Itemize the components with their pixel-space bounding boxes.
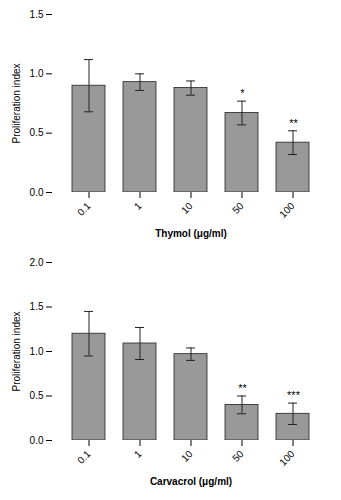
svg-text:1.5: 1.5 [30, 9, 44, 20]
svg-text:1.0: 1.0 [30, 346, 44, 357]
svg-text:1.5: 1.5 [30, 301, 44, 312]
svg-text:**: ** [238, 382, 247, 394]
svg-text:100: 100 [277, 200, 297, 220]
svg-text:100: 100 [277, 448, 297, 468]
svg-text:1.0: 1.0 [30, 68, 44, 79]
svg-text:0.5: 0.5 [30, 390, 44, 401]
svg-text:0.0: 0.0 [30, 187, 44, 198]
svg-text:0.0: 0.0 [30, 435, 44, 446]
svg-text:10: 10 [179, 200, 195, 216]
svg-text:1: 1 [132, 200, 144, 212]
svg-text:Carvacrol (μg/ml): Carvacrol (μg/ml) [150, 476, 232, 487]
svg-text:Thymol (μg/ml): Thymol (μg/ml) [155, 228, 227, 239]
svg-text:2.0: 2.0 [30, 257, 44, 268]
svg-text:Proliferation index: Proliferation index [11, 311, 22, 391]
svg-text:***: *** [287, 389, 301, 401]
svg-text:**: ** [289, 117, 298, 129]
svg-text:0.5: 0.5 [30, 127, 44, 138]
svg-text:10: 10 [179, 448, 195, 464]
svg-text:1: 1 [132, 448, 144, 460]
svg-text:50: 50 [230, 200, 246, 216]
svg-text:0.1: 0.1 [75, 200, 93, 218]
svg-text:50: 50 [230, 448, 246, 464]
svg-text:*: * [240, 87, 245, 99]
svg-text:Proliferation index: Proliferation index [11, 63, 22, 143]
svg-text:0.1: 0.1 [75, 448, 93, 466]
